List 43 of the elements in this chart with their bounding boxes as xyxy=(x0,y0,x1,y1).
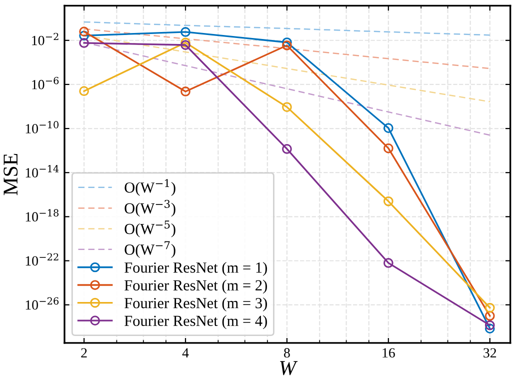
point xyxy=(383,123,394,134)
legend-label: Fourier ResNet (m = 4) xyxy=(124,315,267,330)
point xyxy=(484,320,495,330)
point xyxy=(180,27,190,37)
x-tick-label: 2 xyxy=(81,348,87,358)
x-tick-label: 4 xyxy=(182,348,189,358)
point xyxy=(282,102,292,112)
legend-label: O(W$^{−1}$) xyxy=(124,179,176,196)
legend-label: O(W$^{−3}$) xyxy=(124,200,176,217)
y-tick-label: 10$^{−22}$ xyxy=(26,253,58,266)
point xyxy=(79,38,89,48)
legend-label: Fourier ResNet (m = 2) xyxy=(124,280,267,294)
x-tick-label: 8 xyxy=(284,348,290,358)
y-axis-title: MSE xyxy=(4,154,18,196)
point xyxy=(180,38,190,48)
y-tick-label: 10$^{−6}$ xyxy=(32,76,59,90)
legend-label: Fourier ResNet (m = 3) xyxy=(124,298,267,312)
x-tick-label: 16 xyxy=(382,348,395,358)
y-tick-label: 10$^{−10}$ xyxy=(26,120,59,134)
y-tick-label: 10$^{−26}$ xyxy=(26,297,59,310)
y-tick-label: 10$^{−2}$ xyxy=(32,32,58,46)
line-series xyxy=(83,21,490,36)
point xyxy=(484,324,495,334)
point xyxy=(79,26,89,37)
x-tick-label: 32 xyxy=(484,348,496,358)
legend-label: O(W$^{−5}$) xyxy=(124,220,176,238)
point xyxy=(79,30,89,41)
point xyxy=(383,196,394,206)
x-axis-title: W xyxy=(280,361,298,376)
point xyxy=(282,37,292,48)
point xyxy=(282,40,292,50)
point xyxy=(383,143,394,154)
y-tick-label: 10$^{−14}$ xyxy=(26,165,59,178)
point xyxy=(484,310,495,321)
point xyxy=(180,40,190,50)
y-tick-label: 10$^{−18}$ xyxy=(26,209,59,222)
legend-label: O(W$^{−7}$) xyxy=(124,241,176,258)
point xyxy=(282,144,292,154)
point xyxy=(484,302,495,313)
point xyxy=(79,86,89,96)
point xyxy=(383,258,394,268)
point xyxy=(180,86,190,96)
legend-label: Fourier ResNet (m = 1) xyxy=(124,262,267,276)
